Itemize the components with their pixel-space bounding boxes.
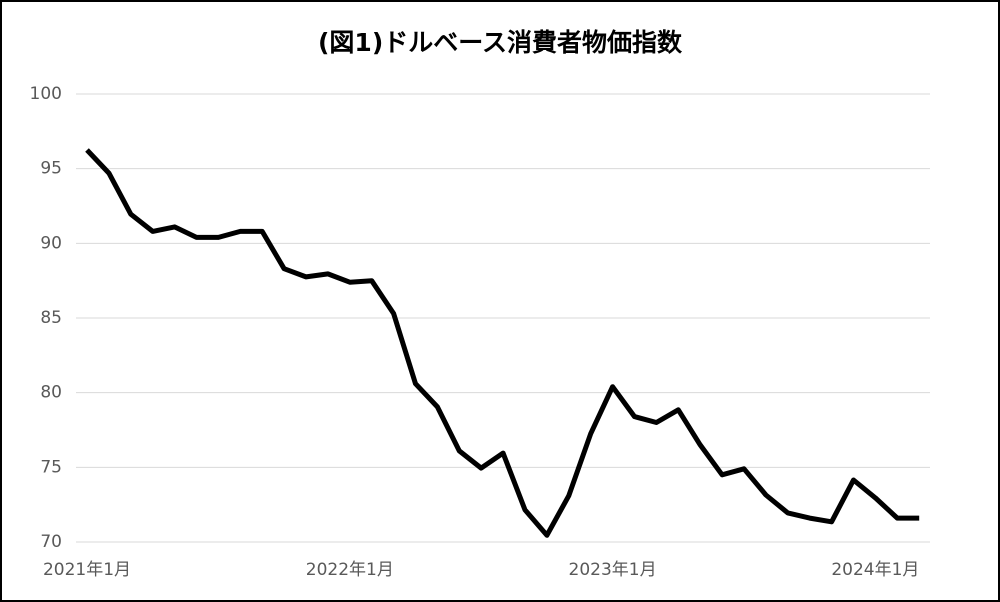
x-tick-label: 2023年1月 bbox=[569, 560, 657, 580]
y-tick-label: 80 bbox=[40, 383, 62, 403]
y-tick-label: 100 bbox=[30, 84, 62, 104]
chart-title: (図1)ドルベース消費者物価指数 bbox=[318, 28, 683, 57]
x-tick-label: 2022年1月 bbox=[306, 560, 394, 580]
x-tick-label: 2021年1月 bbox=[43, 560, 131, 580]
y-tick-label: 85 bbox=[40, 308, 62, 328]
data-line bbox=[85, 148, 920, 538]
y-tick-label: 95 bbox=[40, 159, 62, 179]
y-tick-label: 75 bbox=[40, 457, 62, 477]
x-tick-label: 2024年1月 bbox=[831, 560, 919, 580]
y-tick-label: 90 bbox=[40, 233, 62, 253]
y-tick-label: 70 bbox=[40, 532, 62, 552]
